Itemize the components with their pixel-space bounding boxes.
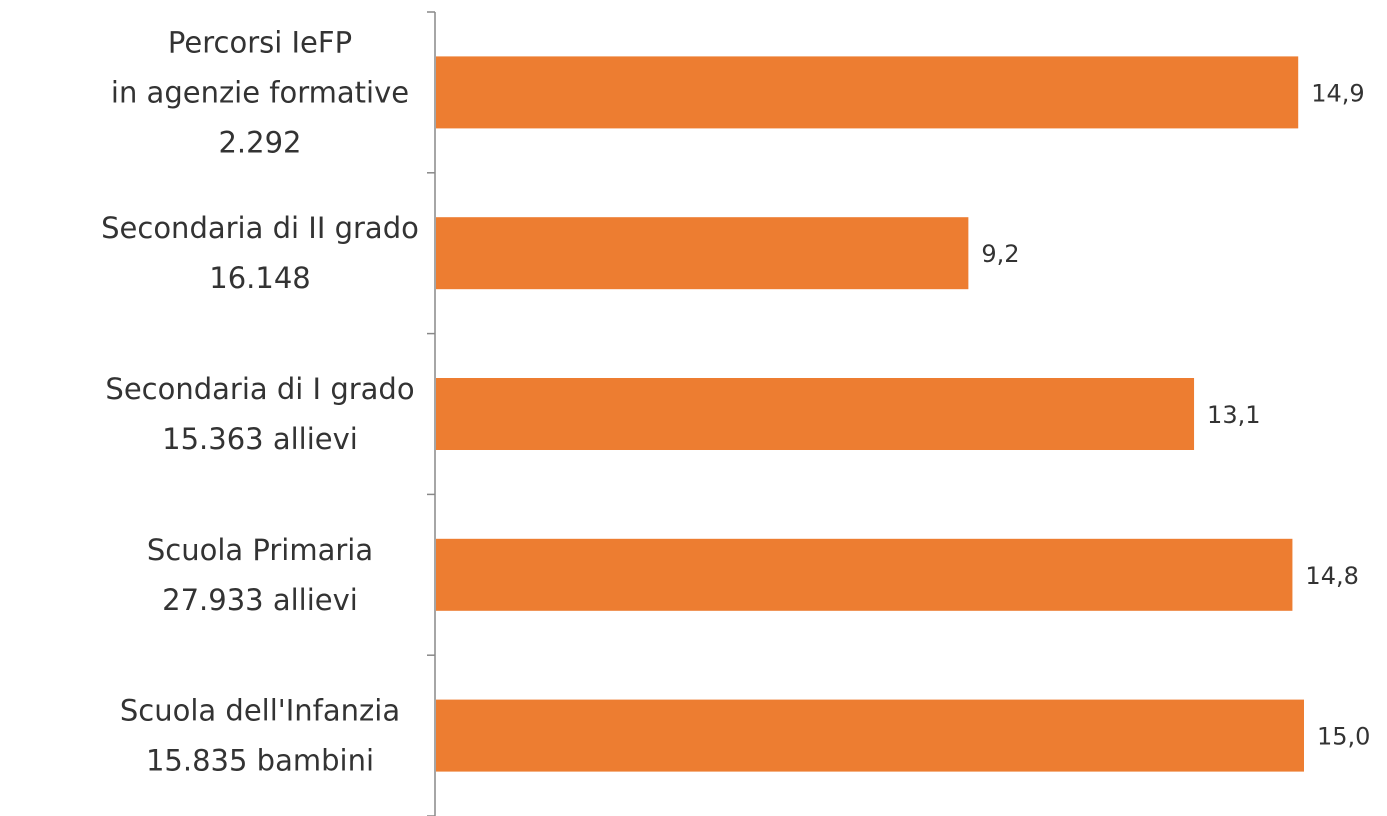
category-label: 2.292 [218, 125, 301, 159]
category-label: 15.835 bambini [146, 744, 374, 778]
bar [436, 217, 969, 290]
bar [436, 699, 1304, 772]
bar [436, 538, 1293, 611]
category-axis [427, 11, 436, 816]
value-label: 13,1 [1207, 401, 1260, 429]
category-label: 15.363 allievi [162, 422, 358, 456]
bar [436, 56, 1299, 129]
category-label: Secondaria di I grado [105, 372, 414, 406]
category-label: Percorsi IeFP [168, 25, 352, 59]
category-label: 16.148 [209, 261, 310, 295]
category-label: 27.933 allievi [162, 583, 358, 617]
value-label: 9,2 [981, 240, 1019, 268]
value-label: 14,8 [1305, 562, 1358, 590]
category-label: Secondaria di II grado [101, 211, 419, 245]
category-label: Scuola dell'Infanzia [120, 694, 400, 728]
value-labels: 14,9 9,2 13,1 14,8 15,0 [981, 79, 1370, 750]
category-label: in agenzie formative [111, 75, 409, 109]
bars [436, 56, 1304, 772]
bar [436, 378, 1195, 450]
value-label: 14,9 [1311, 79, 1364, 107]
value-label: 15,0 [1317, 723, 1370, 751]
category-labels: Percorsi IeFP in agenzie formative 2.292 Se… [101, 25, 419, 777]
category-label: Scuola Primaria [147, 533, 373, 567]
